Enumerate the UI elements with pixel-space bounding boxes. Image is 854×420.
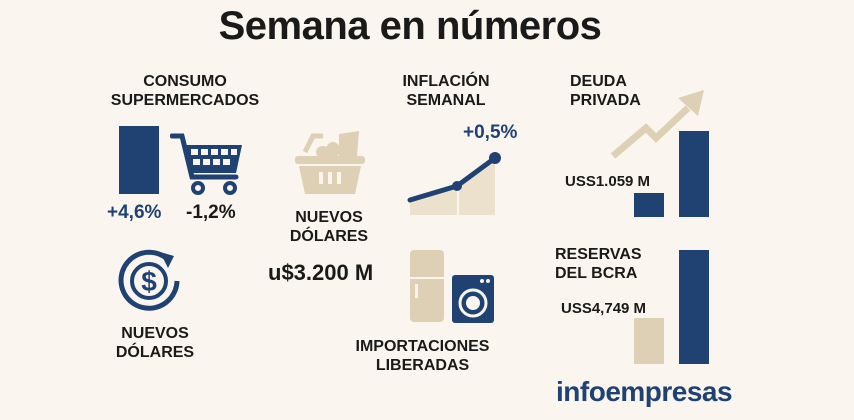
nuevos-dolares-center-line2: DÓLARES bbox=[289, 228, 369, 245]
importaciones-label-line2: LIBERADAS bbox=[375, 357, 470, 374]
inflacion-label: INFLACIÓN SEMANAL bbox=[390, 72, 502, 110]
inflacion-value: +0,5% bbox=[463, 122, 518, 143]
consumo-label-line2: SUPERMERCADOS bbox=[110, 92, 260, 109]
nuevos-dolares-left-label: NUEVOS DÓLARES bbox=[105, 324, 205, 362]
reservas-label-line2: DEL BCRA bbox=[555, 265, 638, 282]
reservas-label-line1: RESERVAS bbox=[555, 246, 642, 263]
consumo-label-line1: CONSUMO bbox=[143, 73, 227, 90]
reservas-small-bar bbox=[634, 318, 664, 364]
reservas-value: USS4,749 M bbox=[561, 300, 647, 317]
importaciones-label-line1: IMPORTACIONES bbox=[355, 338, 490, 355]
inflacion-label-line1: INFLACIÓN bbox=[402, 73, 490, 90]
grocery-basket-icon bbox=[295, 131, 365, 194]
svg-text:$: $ bbox=[141, 266, 157, 297]
page-title: Semana en números bbox=[218, 4, 602, 48]
bar-icon bbox=[119, 126, 159, 194]
deuda-small-bar bbox=[634, 193, 664, 217]
importaciones-label: IMPORTACIONES LIBERADAS bbox=[335, 337, 510, 375]
consumo-label: CONSUMO SUPERMERCADOS bbox=[100, 72, 270, 110]
refrigerator-icon bbox=[410, 250, 444, 322]
nuevos-dolares-left-line1: NUEVOS bbox=[121, 325, 189, 342]
washing-machine-icon bbox=[452, 275, 494, 323]
nuevos-dolares-center-label: NUEVOS DÓLARES bbox=[279, 208, 379, 246]
nuevos-dolares-center-line1: NUEVOS bbox=[295, 209, 363, 226]
dollar-cycle-icon: $ bbox=[118, 249, 180, 311]
reservas-tall-bar bbox=[679, 250, 709, 364]
consumo-value-down: -1,2% bbox=[186, 202, 236, 223]
logo-part2: empresas bbox=[605, 376, 733, 407]
deuda-label-line1: DEUDA bbox=[570, 73, 627, 90]
deuda-label-line2: PRIVADA bbox=[570, 92, 641, 109]
shopping-cart-icon bbox=[170, 133, 242, 195]
infoempresas-logo: infoempresas bbox=[556, 376, 733, 408]
inflacion-label-line2: SEMANAL bbox=[406, 92, 486, 109]
logo-part1: info bbox=[556, 376, 606, 407]
trend-arrow-icon bbox=[610, 90, 704, 159]
deuda-label: DEUDA PRIVADA bbox=[570, 72, 641, 110]
nuevos-dolares-left-line2: DÓLARES bbox=[115, 344, 195, 361]
nuevos-dolares-value: u$3.200 M bbox=[268, 260, 374, 285]
reservas-label: RESERVAS DEL BCRA bbox=[555, 245, 642, 283]
deuda-tall-bar bbox=[679, 131, 709, 217]
consumo-value-up: +4,6% bbox=[107, 202, 162, 223]
deuda-value: USS1.059 M bbox=[565, 173, 651, 190]
rising-line-chart-icon bbox=[407, 152, 501, 215]
